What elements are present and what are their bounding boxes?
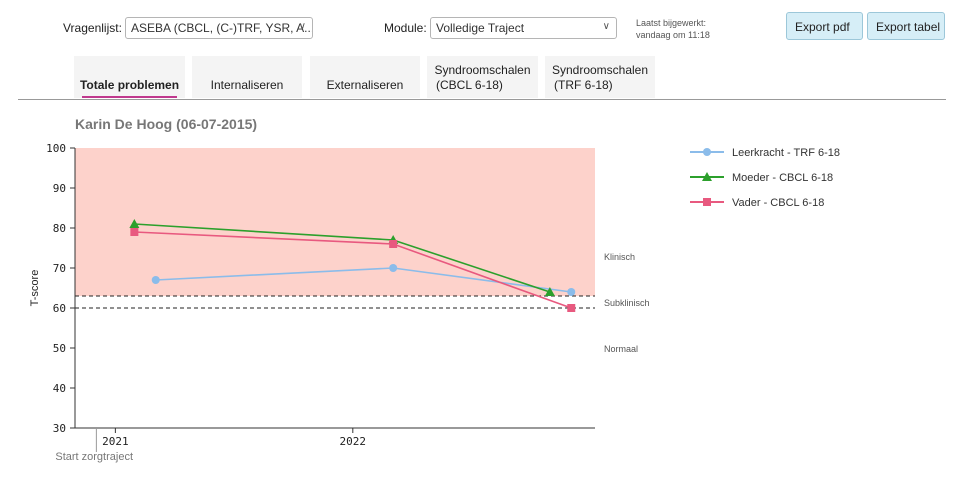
data-point: [389, 264, 398, 272]
y-tick-label: 90: [53, 182, 66, 195]
tab-label: Syndroomschalen: [551, 63, 649, 77]
module-label: Module:: [384, 21, 427, 35]
export-pdf-button[interactable]: Export pdf: [786, 12, 863, 40]
tab-label: Totale problemen: [79, 78, 180, 92]
tab-label: Externaliseren: [326, 78, 404, 92]
zone-label: Klinisch: [604, 252, 635, 262]
tab-label: Syndroomschalen: [434, 63, 531, 77]
tab-internaliseren[interactable]: Internaliseren: [192, 56, 302, 98]
x-tick-label: 2021: [102, 435, 129, 448]
last-updated-label: Laatst bijgewerkt:: [636, 18, 707, 28]
legend-marker: [703, 148, 711, 156]
tab-label: Internaliseren: [210, 78, 284, 92]
tab-sublabel: (TRF 6-18): [554, 78, 613, 92]
data-point: [130, 228, 139, 236]
y-tick-label: 60: [53, 302, 66, 315]
questionnaire-label: Vragenlijst:: [63, 21, 122, 35]
y-tick-label: 30: [53, 422, 66, 435]
last-updated-value: vandaag om 11:18: [636, 30, 710, 40]
toolbar: Vragenlijst: ASEBA (CBCL, (C-)TRF, YSR, …: [0, 0, 960, 56]
y-tick-label: 50: [53, 342, 66, 355]
tab-externaliseren[interactable]: Externaliseren: [310, 56, 420, 98]
zone-label: Normaal: [604, 344, 638, 354]
tab-bar: Totale problemen Internaliseren External…: [0, 56, 960, 100]
patient-name: Karin De Hoog (06-07-2015): [75, 116, 258, 132]
t-score-chart: Klinisch Subklinisch Normaal 30 40 50 60 70 80 90…: [29, 142, 840, 463]
legend-label: Vader - CBCL 6-18: [732, 197, 824, 209]
x-tick-label: 2022: [340, 435, 367, 448]
zone-label: Subklinisch: [604, 298, 650, 308]
y-tick-label: 70: [53, 262, 66, 275]
legend-label: Moeder - CBCL 6-18: [732, 172, 833, 184]
module-value: Volledige Traject: [436, 21, 525, 35]
data-point: [567, 288, 576, 296]
y-tick-label: 40: [53, 382, 66, 395]
tab-totale-problemen[interactable]: Totale problemen: [74, 56, 185, 98]
data-point: [151, 276, 160, 284]
last-updated: Laatst bijgewerkt: vandaag om 11:18: [636, 17, 710, 41]
start-marker-label: Start zorgtraject: [55, 451, 133, 463]
clinical-zone: [75, 148, 595, 296]
legend-marker: [702, 172, 712, 181]
data-point: [567, 304, 576, 312]
data-point: [389, 240, 398, 248]
tab-sublabel: (CBCL 6-18): [436, 78, 503, 92]
y-axis-label: T-score: [29, 270, 41, 307]
y-tick-label: 80: [53, 222, 66, 235]
legend-label: Leerkracht - TRF 6-18: [732, 147, 840, 159]
data-point: [544, 287, 555, 296]
legend-marker: [703, 198, 711, 206]
questionnaire-value: ASEBA (CBCL, (C-)TRF, YSR, A...: [131, 21, 313, 35]
chevron-down-icon: ∨: [298, 21, 306, 32]
chevron-down-icon: ∨: [602, 21, 610, 32]
active-tab-indicator: [82, 96, 177, 98]
questionnaire-select[interactable]: ASEBA (CBCL, (C-)TRF, YSR, A... ∨: [125, 17, 313, 39]
export-table-button[interactable]: Export tabel: [867, 12, 945, 40]
tab-syndroomschalen-trf[interactable]: Syndroomschalen (TRF 6-18): [545, 56, 655, 98]
tab-divider: [18, 99, 946, 100]
data-point: [129, 219, 140, 228]
module-select[interactable]: Volledige Traject ∨: [430, 17, 617, 39]
y-tick-label: 100: [46, 142, 66, 155]
tab-syndroomschalen-cbcl[interactable]: Syndroomschalen (CBCL 6-18): [427, 56, 538, 98]
